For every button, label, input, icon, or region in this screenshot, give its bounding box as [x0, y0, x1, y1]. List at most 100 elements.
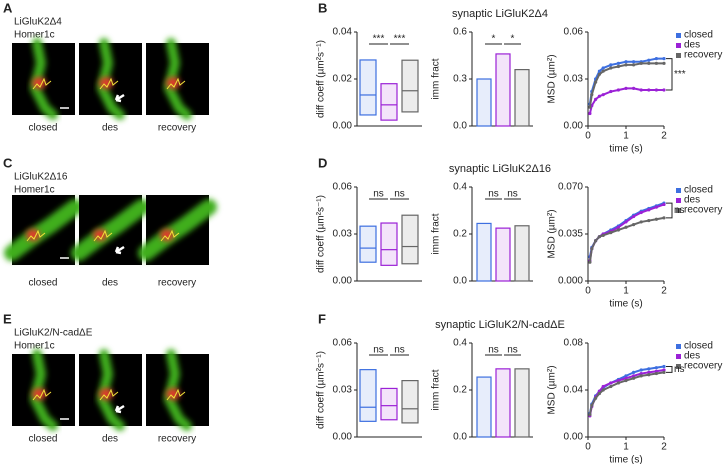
bar	[476, 78, 492, 127]
msd-point	[601, 69, 605, 73]
msd-point	[662, 202, 666, 207]
y-tick-label: 0.08	[564, 338, 584, 349]
msd-point	[647, 218, 651, 223]
arrow	[114, 93, 125, 103]
msd-point	[654, 61, 659, 65]
bar	[495, 227, 511, 282]
legend-label: recovery	[684, 361, 722, 372]
bar	[476, 222, 492, 282]
y-axis-label: diff coeff (µm²s⁻¹)	[316, 195, 327, 273]
msd-point	[609, 89, 613, 94]
msd-point	[594, 80, 598, 84]
legend-label: closed	[684, 185, 713, 196]
significance-label: ns	[373, 189, 384, 200]
significance-label: ns	[373, 345, 384, 356]
channel-label: Homer1c	[14, 341, 55, 352]
legend-swatch	[676, 364, 681, 369]
image-caption: des	[102, 278, 118, 289]
x-tick-label: 0	[585, 131, 591, 142]
box	[401, 59, 419, 113]
msd-line	[588, 203, 665, 262]
x-axis-label: time (s)	[609, 144, 642, 155]
y-tick-label: 0.0	[453, 276, 467, 287]
msd-point	[639, 368, 643, 372]
significance-bracket	[666, 366, 673, 373]
msd-point	[654, 369, 659, 373]
msd-point	[590, 247, 594, 251]
bar	[514, 225, 530, 282]
msd-point	[662, 216, 666, 220]
msd-point	[662, 88, 666, 92]
box	[380, 83, 398, 121]
y-tick-label: 0.00	[564, 432, 584, 443]
significance-bracket	[666, 202, 673, 219]
y-tick-label: 0.03	[564, 74, 584, 85]
legend-label: closed	[684, 30, 713, 41]
bar	[514, 368, 530, 438]
y-tick-label: 0.0	[453, 432, 467, 443]
msd-point	[616, 381, 621, 385]
msd-point	[588, 260, 592, 264]
significance-label: ***	[373, 34, 385, 45]
legend-swatch	[676, 53, 681, 58]
legend-swatch	[676, 198, 681, 203]
channel-label: Homer1c	[14, 30, 55, 41]
msd-point	[601, 93, 605, 97]
msd-point	[639, 88, 643, 92]
image-caption: closed	[29, 123, 58, 134]
green-signal	[163, 349, 192, 431]
image-caption: closed	[29, 434, 58, 445]
msd-point	[616, 61, 621, 65]
x-tick-label: 1	[623, 286, 629, 297]
x-tick-label: 2	[661, 286, 667, 297]
image-content	[4, 199, 83, 261]
msd-point	[639, 371, 643, 376]
significance-bracket	[666, 58, 673, 91]
trajectory	[32, 388, 52, 401]
image-content	[138, 199, 217, 261]
arrow	[114, 245, 125, 255]
msd-point	[609, 381, 613, 385]
y-tick-label: 0.03	[333, 229, 353, 240]
msd-point	[597, 69, 602, 73]
msd-point	[662, 364, 666, 369]
trajectory	[166, 77, 186, 90]
msd-point	[590, 403, 594, 407]
trajectory	[166, 388, 186, 401]
msd-point	[639, 61, 643, 65]
trajectory	[26, 229, 46, 242]
msd-line	[588, 87, 664, 114]
y-tick-label: 0.06	[333, 338, 353, 349]
green-signal	[4, 199, 83, 261]
msd-point	[601, 388, 605, 392]
y-axis-label: diff coeff (µm²s⁻¹)	[316, 351, 327, 429]
y-tick-label: 0.06	[333, 182, 353, 193]
y-tick-label: 0.00	[333, 432, 353, 443]
panel-letter: E	[3, 311, 12, 326]
y-axis-label: MSD (µm²)	[547, 209, 558, 258]
msd-point	[597, 235, 602, 239]
msd-point	[654, 371, 659, 376]
image-caption: recovery	[158, 434, 196, 445]
msd-point	[597, 94, 602, 98]
green-signal	[96, 38, 125, 120]
msd-point	[632, 370, 636, 374]
msd-point	[597, 391, 602, 396]
channel-label: LiGluK2/	[14, 328, 53, 339]
msd-point	[624, 374, 628, 378]
msd-line	[588, 202, 665, 258]
panel-letter: D	[318, 155, 327, 170]
y-tick-label: 0.000	[558, 276, 583, 287]
msd-point	[624, 220, 628, 224]
significance-label: ns	[674, 205, 685, 216]
green-signal	[29, 38, 58, 120]
msd-point	[616, 64, 621, 69]
msd-point	[639, 220, 643, 224]
panel-letter: B	[318, 0, 327, 15]
significance-label: ns	[674, 364, 685, 375]
msd-point	[654, 88, 659, 92]
msd-point	[632, 374, 636, 378]
legend-swatch	[676, 33, 681, 38]
panel-letter: C	[3, 155, 13, 170]
